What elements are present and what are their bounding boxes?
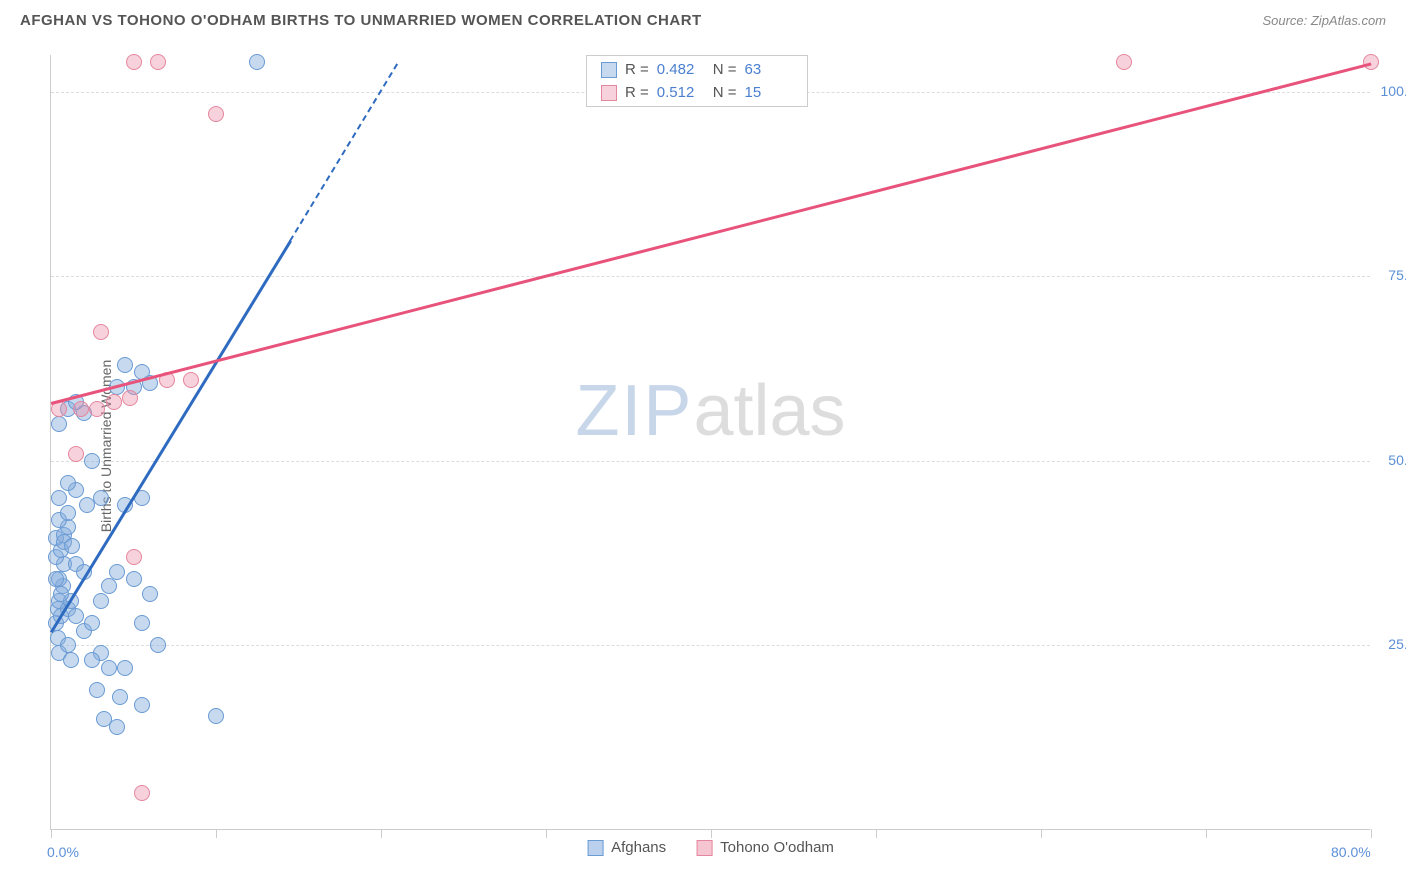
n-value: 63 [745,61,793,78]
data-point [126,549,142,565]
data-point [60,505,76,521]
x-tick-label: 80.0% [1331,844,1371,860]
data-point [1363,54,1379,70]
y-tick-label: 50.0% [1388,452,1406,468]
legend-swatch [601,85,617,101]
gridline [51,461,1370,462]
data-point [64,538,80,554]
data-point [183,372,199,388]
data-point [60,475,76,491]
series-legend: Afghans Tohono O'odham [587,839,834,856]
gridline [51,645,1370,646]
data-point [51,416,67,432]
data-point [101,660,117,676]
legend-swatch [601,62,617,78]
data-point [117,660,133,676]
legend-row: R = 0.512 N = 15 [587,81,807,104]
legend-label: Afghans [611,839,666,856]
data-point [68,608,84,624]
trend-line [289,63,398,241]
r-label: R = [625,61,649,78]
data-point [134,615,150,631]
r-value: 0.482 [657,61,705,78]
data-point [84,652,100,668]
data-point [134,697,150,713]
legend-row: R = 0.482 N = 63 [587,58,807,81]
data-point [142,586,158,602]
data-point [106,394,122,410]
data-point [208,106,224,122]
n-label: N = [713,84,737,101]
legend-swatch [696,840,712,856]
data-point [112,689,128,705]
data-point [126,54,142,70]
data-point [60,637,76,653]
data-point [134,785,150,801]
x-tick [546,829,547,838]
y-tick-label: 75.0% [1388,267,1406,283]
legend-swatch [587,840,603,856]
gridline [51,276,1370,277]
data-point [109,564,125,580]
data-point [89,401,105,417]
data-point [93,593,109,609]
chart-plot-area: 25.0%50.0%75.0%100.0%0.0%80.0%ZIPatlasR … [50,55,1370,830]
trend-line [50,240,291,632]
x-tick [381,829,382,838]
data-point [101,578,117,594]
n-label: N = [713,61,737,78]
x-tick [1371,829,1372,838]
x-tick [1041,829,1042,838]
data-point [84,453,100,469]
x-tick [711,829,712,838]
data-point [48,571,64,587]
data-point [150,637,166,653]
data-point [208,708,224,724]
r-value: 0.512 [657,84,705,101]
data-point [1116,54,1132,70]
data-point [68,446,84,462]
correlation-legend: R = 0.482 N = 63 R = 0.512 N = 15 [586,55,808,107]
data-point [109,719,125,735]
x-tick [216,829,217,838]
x-tick-label: 0.0% [47,844,79,860]
trend-line [51,62,1372,404]
data-point [249,54,265,70]
legend-item: Tohono O'odham [696,839,834,856]
data-point [93,324,109,340]
data-point [126,571,142,587]
legend-label: Tohono O'odham [720,839,834,856]
data-point [150,54,166,70]
chart-title: AFGHAN VS TOHONO O'ODHAM BIRTHS TO UNMAR… [20,12,702,29]
data-point [84,615,100,631]
r-label: R = [625,84,649,101]
y-tick-label: 25.0% [1388,636,1406,652]
x-tick [51,829,52,838]
watermark: ZIPatlas [575,370,845,452]
data-point [73,401,89,417]
y-tick-label: 100.0% [1381,83,1406,99]
legend-item: Afghans [587,839,666,856]
data-point [93,490,109,506]
source-label: Source: ZipAtlas.com [1262,13,1386,28]
x-tick [1206,829,1207,838]
data-point [51,490,67,506]
n-value: 15 [745,84,793,101]
data-point [117,357,133,373]
x-tick [876,829,877,838]
data-point [53,586,69,602]
data-point [89,682,105,698]
data-point [63,652,79,668]
data-point [122,390,138,406]
